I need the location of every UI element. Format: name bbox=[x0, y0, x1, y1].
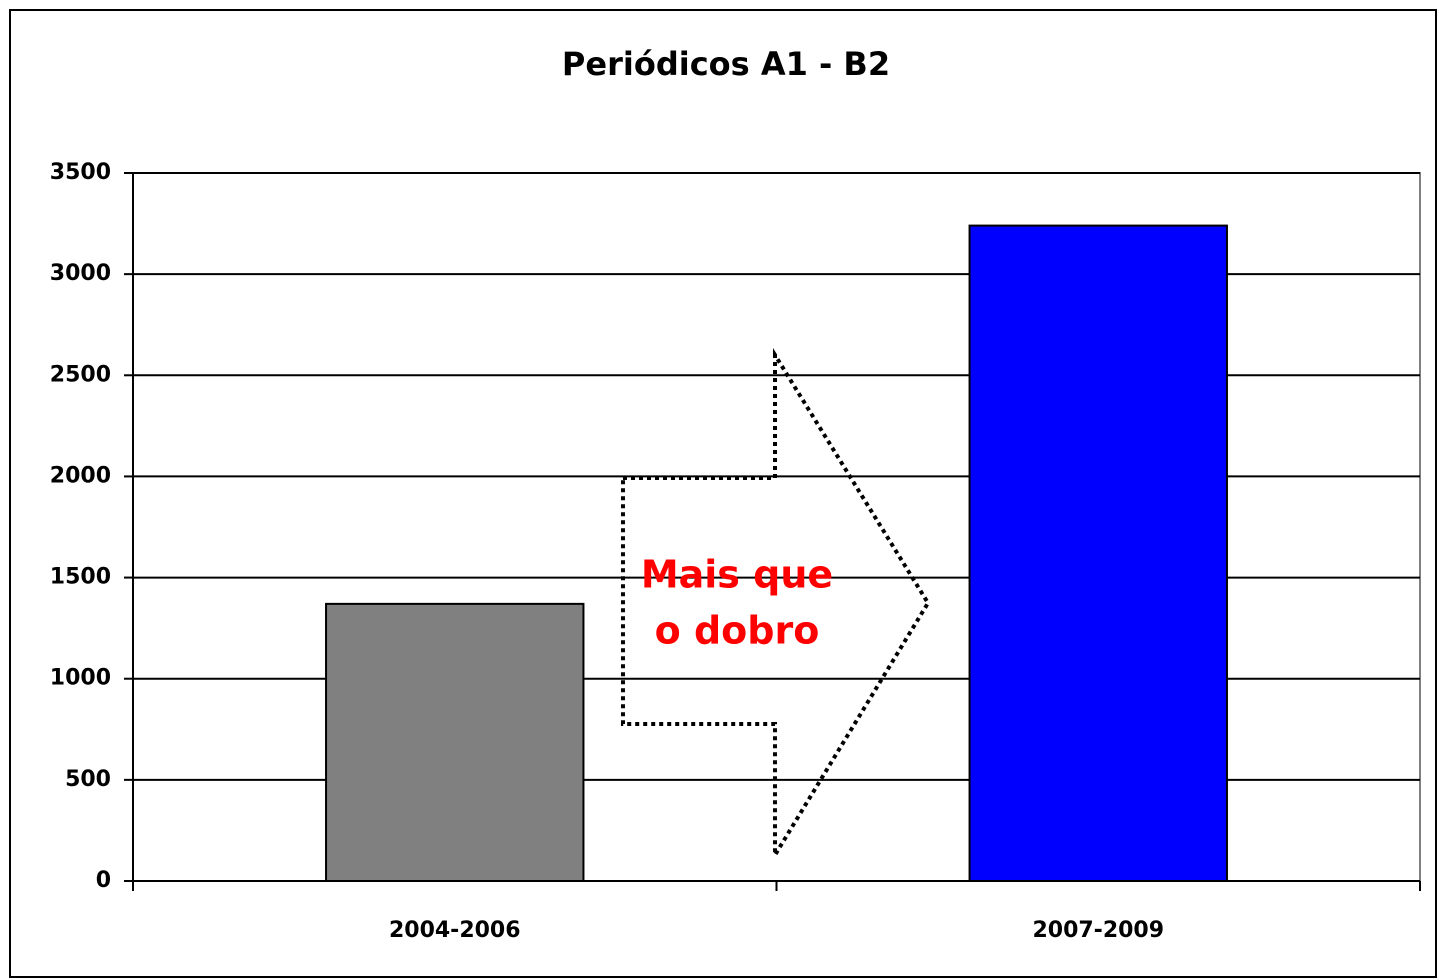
bar bbox=[325, 602, 585, 883]
y-tick-label: 1000 bbox=[50, 666, 111, 691]
y-tick-label: 3000 bbox=[50, 261, 111, 286]
x-tick-label: 2007-2009 bbox=[1032, 918, 1164, 943]
y-tick-label: 3500 bbox=[50, 160, 111, 185]
arrow bbox=[621, 347, 931, 863]
x-tick-label: 2004-2006 bbox=[389, 918, 521, 943]
y-tick-label: 500 bbox=[65, 767, 111, 792]
annotation: o dobro bbox=[655, 609, 820, 653]
y-tick-label: 0 bbox=[96, 868, 111, 893]
annotation: Mais que bbox=[641, 553, 833, 597]
bars bbox=[325, 224, 1228, 883]
y-tick-label: 1500 bbox=[50, 565, 111, 590]
bar bbox=[968, 224, 1228, 882]
y-tick-label: 2000 bbox=[50, 463, 111, 488]
chart-title: Periódicos A1 - B2 bbox=[562, 45, 890, 83]
y-tick-label: 2500 bbox=[50, 362, 111, 387]
